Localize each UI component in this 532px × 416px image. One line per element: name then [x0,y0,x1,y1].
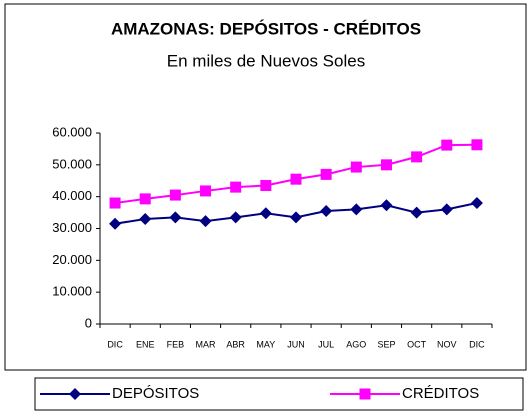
x-tick-label: NOV [437,339,457,349]
x-tick-label: MAR [196,339,217,349]
x-tick-label: DIC [107,339,123,349]
point [411,151,423,163]
point [410,206,423,219]
point [380,199,393,212]
legend-label: DEPÓSITOS [112,385,199,402]
point [380,159,392,171]
point [470,197,483,210]
x-tick-label: FEB [167,339,185,349]
point [320,204,333,217]
y-tick-label: 30.000 [52,220,92,235]
chart-title: AMAZONAS: DEPÓSITOS - CRÉDITOS [111,19,421,38]
point [169,211,182,224]
x-tick-label: AGO [346,339,366,349]
point [440,203,453,216]
point [441,139,453,151]
point [109,197,121,209]
point [109,217,122,230]
point [139,212,152,225]
point [169,189,181,201]
point [471,139,483,151]
y-tick-label: 40.000 [52,188,92,203]
x-tick-label: ENE [136,339,155,349]
y-tick-label: 20.000 [52,252,92,267]
x-tick-label: ABR [226,339,245,349]
point [320,168,332,180]
point [290,173,302,185]
x-tick-label: SEP [377,339,395,349]
legend-marker [69,388,81,400]
chart-subtitle: En miles de Nuevos Soles [167,51,365,70]
y-tick-label: 0 [85,315,92,330]
y-tick-label: 50.000 [52,156,92,171]
y-tick-label: 10.000 [52,284,92,299]
point [260,180,272,192]
legend-label: CRÉDITOS [402,385,479,402]
legend-marker [359,388,371,400]
legend-box [34,377,524,411]
point [230,181,242,193]
x-tick-label: OCT [407,339,427,349]
x-tick-label: DIC [469,339,485,349]
point [199,215,212,228]
point [350,161,362,173]
point [350,203,363,216]
x-tick-label: JUL [318,339,334,349]
point [229,211,242,224]
point [200,185,212,197]
point [290,211,302,224]
x-tick-label: MAY [256,339,275,349]
point [259,207,272,220]
point [139,193,151,205]
y-tick-label: 60.000 [52,124,92,139]
x-tick-label: JUN [287,339,305,349]
